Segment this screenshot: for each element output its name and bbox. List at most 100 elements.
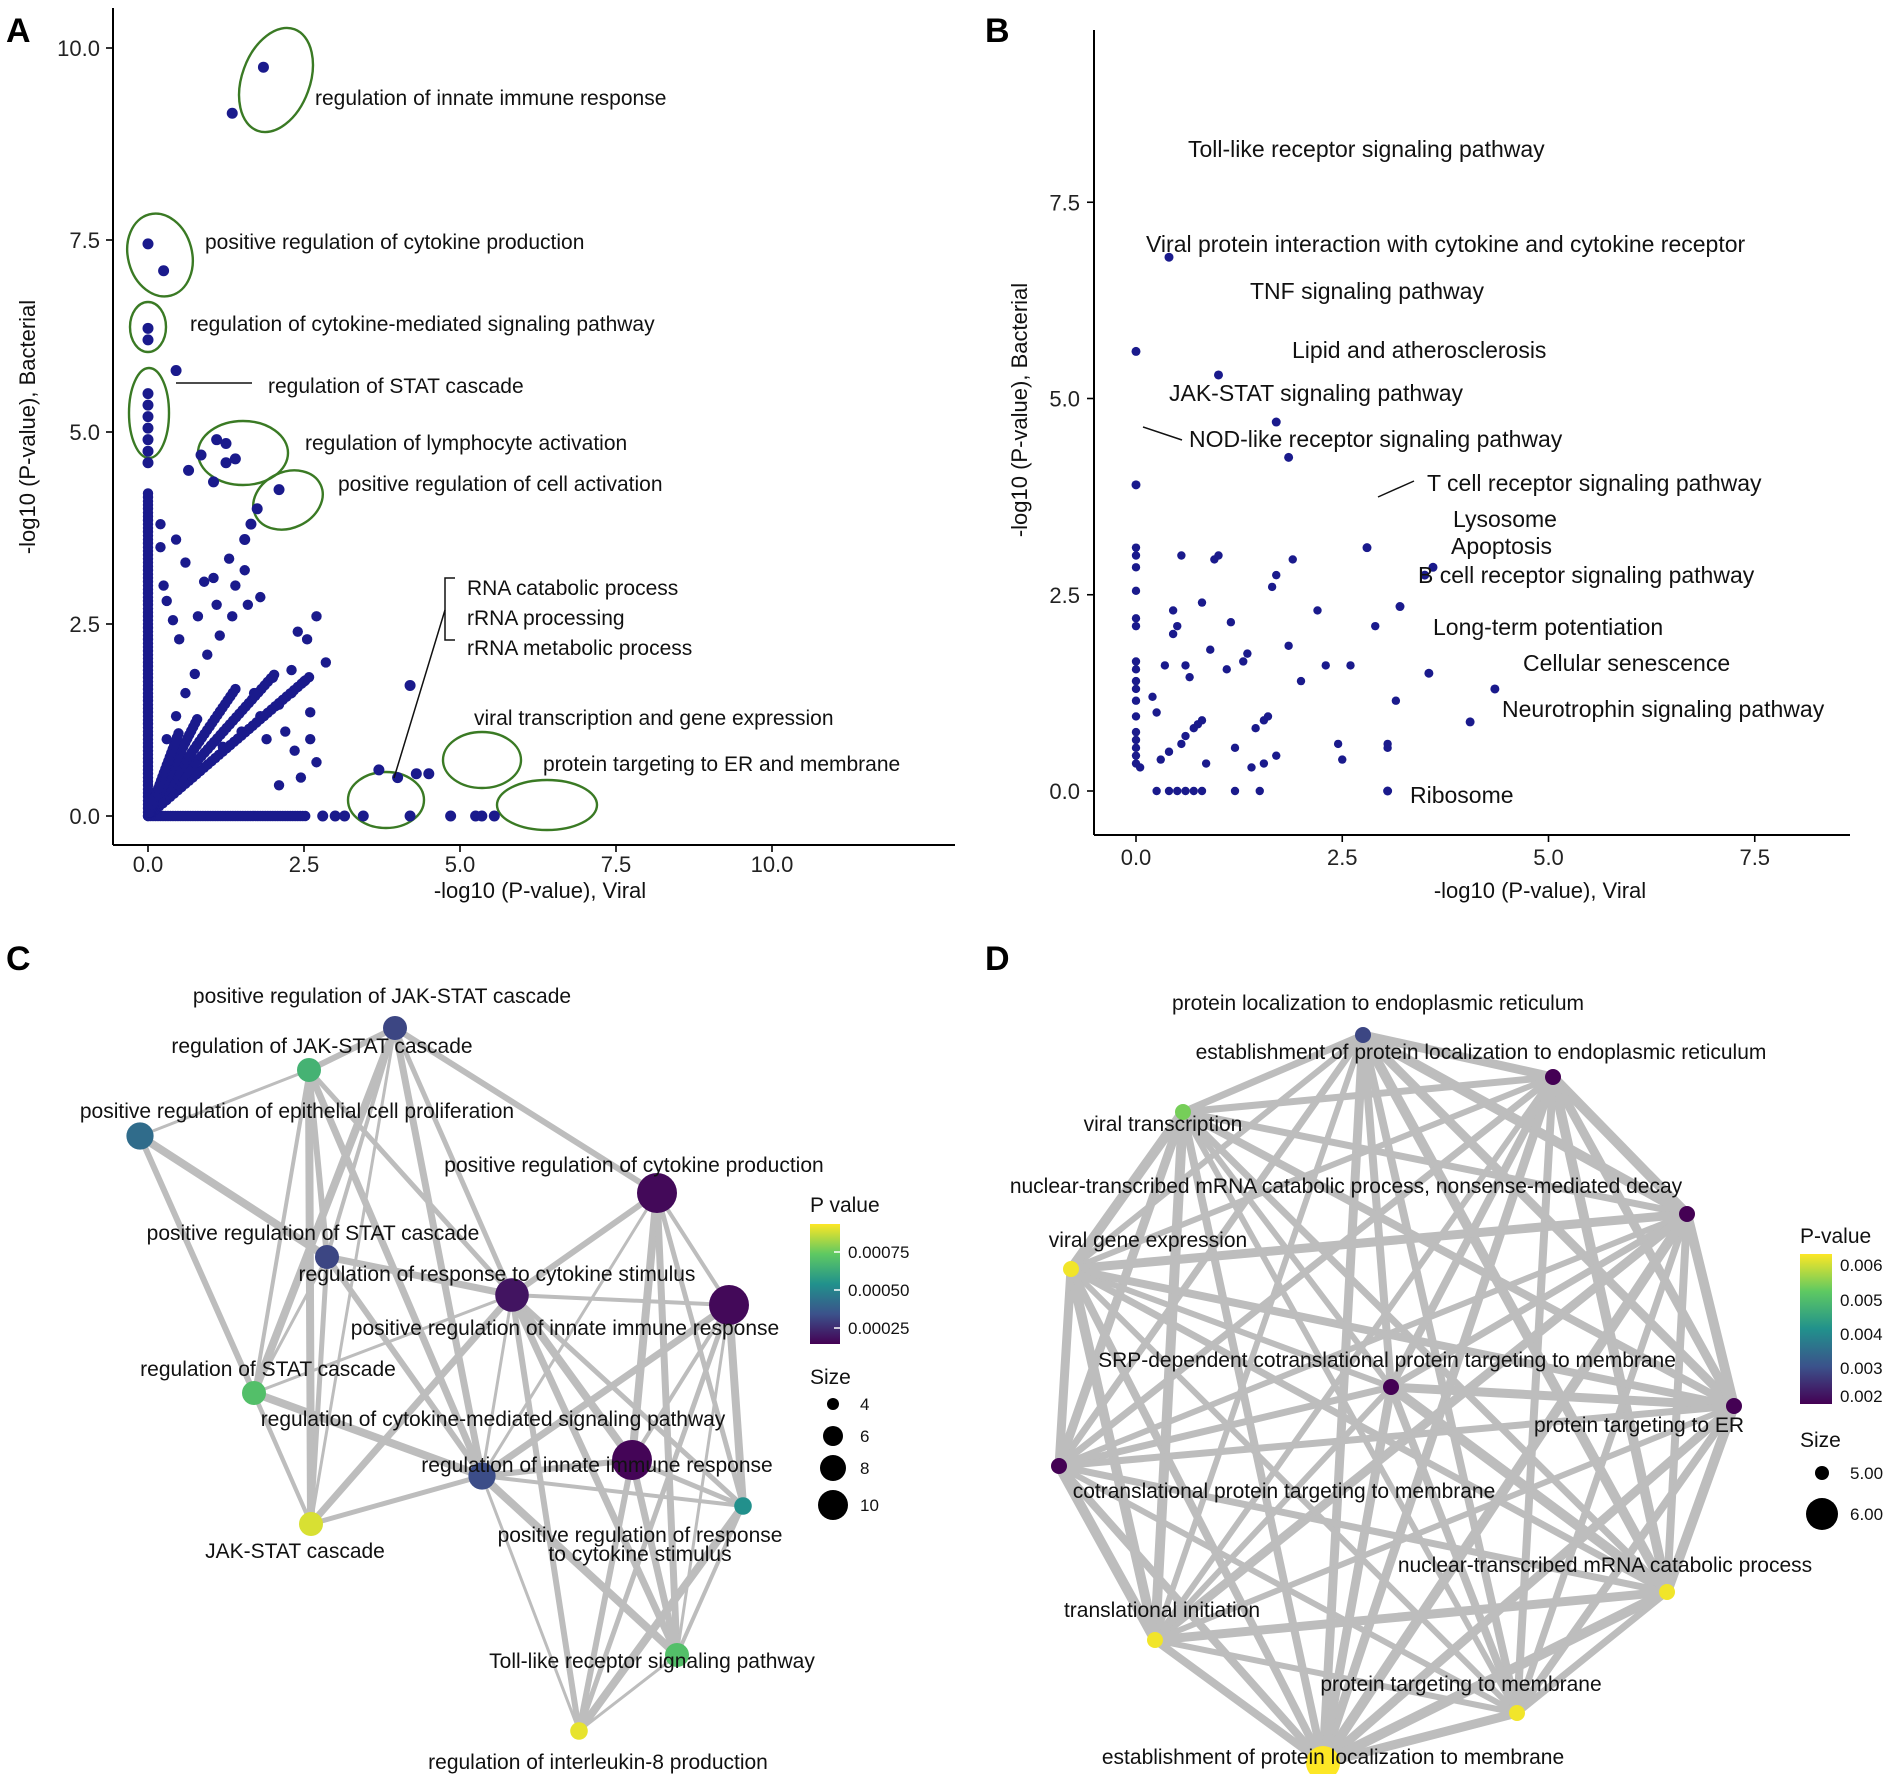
panel-b-labeled-point xyxy=(1428,562,1438,572)
panel-b-y-tick-label: 0.0 xyxy=(1049,779,1080,804)
panel-a-point xyxy=(404,679,416,691)
label-positive-regulation-cell-activation: positive regulation of cell activation xyxy=(338,473,663,496)
panel-a-point xyxy=(158,265,170,277)
panel-d-edge xyxy=(1056,1211,1690,1469)
panel-c-edge xyxy=(308,1473,485,1527)
panel-b-y-tick-label: 2.5 xyxy=(1049,583,1080,608)
panel-c-size-label-4: 4 xyxy=(860,1395,869,1414)
panel-b-point xyxy=(1267,582,1277,592)
panel-a-scatter: regulation of innate immune response pos… xyxy=(15,8,955,903)
panel-d-network: protein localization to endoplasmic reti… xyxy=(1010,992,1883,1774)
panel-d-node-label: protein localization to endoplasmic reti… xyxy=(1172,992,1584,1015)
panel-d-node xyxy=(1383,1379,1399,1395)
panel-a-background-point xyxy=(230,683,241,695)
panel-d-node xyxy=(1679,1206,1695,1222)
panel-a-x-axis-title: -log10 (P-value), Viral xyxy=(434,878,646,903)
ellipse-rna-catabolic xyxy=(346,770,426,830)
panel-b-labeled-point xyxy=(1383,786,1393,796)
panel-a-point xyxy=(329,810,341,822)
panel-b-point xyxy=(1131,563,1141,572)
panel-c-edge xyxy=(675,1504,745,1657)
panel-d-edge xyxy=(1662,1401,1739,1597)
panel-a-point xyxy=(220,438,232,450)
panel-d-edge xyxy=(1055,1462,1327,1767)
panel-b-point xyxy=(1131,614,1141,623)
panel-d-edge xyxy=(1066,1209,1692,1274)
label-regulation-stat-cascade: regulation of STAT cascade xyxy=(268,375,524,398)
panel-a-background-point xyxy=(255,591,266,603)
panel-a-point xyxy=(142,388,154,400)
panel-c-edge xyxy=(306,1025,398,1073)
panel-b-labeled-point xyxy=(1164,252,1174,262)
panel-c-edge xyxy=(480,1191,659,1478)
panel-letter-a: A xyxy=(6,12,31,50)
panel-d-edge xyxy=(1055,1383,1395,1470)
panel-a-background-point xyxy=(289,745,300,756)
panel-a-y-tick-label: 2.5 xyxy=(69,612,100,637)
panel-a-x-ticks: 0.0 2.5 5.0 7.5 10.0 xyxy=(133,845,793,877)
panel-d-size-label-5: 5.00 xyxy=(1850,1464,1883,1483)
panel-d-edge xyxy=(1359,1031,1521,1717)
panel-d-edge xyxy=(1150,1209,1692,1645)
panel-d-node xyxy=(1726,1398,1742,1414)
panel-d-node-label: nuclear-transcribed mRNA catabolic proce… xyxy=(1398,1554,1812,1577)
panel-d-colorbar-label-1: 0.006 xyxy=(1840,1256,1883,1275)
label-regulation-cytokine-mediated: regulation of cytokine-mediated signalin… xyxy=(190,313,655,336)
panel-d-edge xyxy=(1179,1108,1327,1767)
panel-a-background-point xyxy=(142,488,154,499)
panel-b-point xyxy=(1371,621,1380,631)
panel-c-edge xyxy=(252,1255,329,1395)
leader-rna-processes xyxy=(393,609,446,779)
label-t-cell-receptor: T cell receptor signaling pathway xyxy=(1427,470,1762,496)
panel-c-node-label: positive regulation of innate immune res… xyxy=(351,1317,779,1340)
panel-c-edge xyxy=(508,1291,636,1464)
panel-b-point xyxy=(1131,676,1141,686)
panel-d-edge xyxy=(1386,1382,1739,1411)
panel-b-point xyxy=(1156,755,1165,764)
panel-b-point xyxy=(1181,661,1190,670)
panel-a-y-tick-label: 7.5 xyxy=(69,228,100,253)
panel-c-edge xyxy=(479,1457,635,1479)
label-cellular-senescence: Cellular senescence xyxy=(1523,650,1730,676)
panel-d-colorbar-label-2: 0.005 xyxy=(1840,1291,1883,1310)
panel-a-x-tick-label: 0.0 xyxy=(133,852,164,877)
label-lipid-atherosclerosis: Lipid and atherosclerosis xyxy=(1292,337,1546,363)
panel-c-node xyxy=(383,1016,407,1040)
panel-a-background-point xyxy=(305,707,316,718)
panel-c-edge xyxy=(309,1026,397,1526)
label-neurotrophin-signaling: Neurotrophin signaling pathway xyxy=(1502,696,1825,722)
panel-d-node-label: establishment of protein localization to… xyxy=(1102,1746,1564,1769)
panel-c-node-label: JAK-STAT cascade xyxy=(205,1540,385,1563)
panel-b-y-axis-title: -log10 (P-value), Bacterial xyxy=(1007,283,1032,537)
panel-d-color-legend-title: P-value xyxy=(1800,1225,1871,1248)
panel-b-point xyxy=(1230,786,1240,796)
panel-b-labeled-point xyxy=(1395,602,1405,612)
panel-a-background-point xyxy=(239,565,250,576)
panel-c-node-label: regulation of innate immune response xyxy=(421,1454,772,1477)
panel-c-edge xyxy=(628,1456,681,1659)
panel-b-point xyxy=(1131,751,1141,760)
ellipse-cytokine-mediated xyxy=(128,300,168,354)
panel-c-edge xyxy=(675,1303,731,1657)
panel-c-node-label: regulation of interleukin-8 production xyxy=(428,1751,768,1774)
panel-d-colorbar-label-4: 0.003 xyxy=(1840,1359,1883,1378)
panel-a-point xyxy=(273,484,285,496)
panel-c-size-label-8: 8 xyxy=(860,1459,869,1478)
panel-a-background-point xyxy=(155,542,166,553)
panel-d-node xyxy=(1175,1104,1191,1120)
label-ribosome: Ribosome xyxy=(1410,782,1514,808)
panel-b-point xyxy=(1131,551,1141,560)
panel-c-node xyxy=(299,1512,323,1536)
panel-b-scatter: Toll-like receptor signaling pathway Vir… xyxy=(1007,30,1850,903)
panel-d-edge xyxy=(1179,1073,1557,1116)
panel-c-edge xyxy=(306,1067,515,1298)
panel-b-point xyxy=(1255,786,1264,796)
panel-b-x-tick-label: 0.0 xyxy=(1121,845,1152,870)
panel-c-labels: positive regulation of JAK-STAT cascade r… xyxy=(80,985,824,1774)
panel-a-background-points xyxy=(142,488,332,822)
panel-d-edge xyxy=(1055,1462,1671,1596)
panel-d-edge xyxy=(1067,1265,1671,1596)
panel-c-node xyxy=(495,1278,529,1312)
panel-a-background-point xyxy=(189,668,200,680)
